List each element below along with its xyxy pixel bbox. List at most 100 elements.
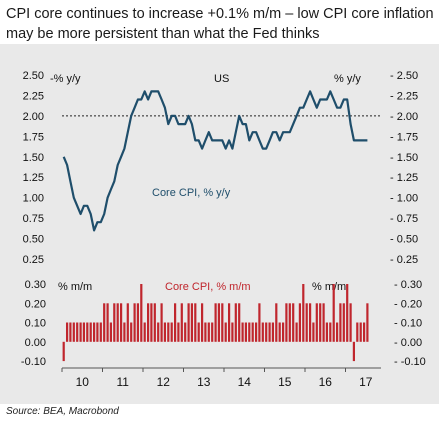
mm-bar — [116, 303, 119, 342]
mm-bar — [271, 322, 274, 342]
mm-bar — [319, 303, 322, 342]
bottom-right-tick-label: - 0.30 — [394, 279, 422, 291]
mm-bar — [187, 303, 190, 342]
top-right-tick-label: - 0.25 — [390, 254, 418, 266]
top-right-tick-label: - 2.00 — [390, 111, 418, 123]
mm-bar — [207, 322, 210, 342]
top-right-tick-label: - 0.75 — [390, 213, 418, 225]
top-left-tick-label: 1.00 — [23, 193, 44, 205]
mm-bar — [231, 322, 234, 342]
mm-bar — [322, 303, 325, 342]
mm-bar — [167, 322, 170, 342]
mm-bar — [69, 322, 72, 342]
x-tick-label: 16 — [319, 375, 333, 389]
mm-bar — [336, 322, 339, 342]
chart-background — [0, 44, 439, 404]
mm-bar — [342, 303, 345, 342]
mm-bar — [265, 322, 268, 342]
mm-bar — [157, 322, 160, 342]
mm-bar — [221, 303, 224, 342]
mm-bar — [89, 322, 92, 342]
mm-bar — [163, 322, 166, 342]
mm-bar — [352, 341, 355, 362]
mm-bar — [204, 322, 207, 342]
mm-bar — [153, 303, 156, 342]
mm-bar — [248, 322, 251, 342]
mm-bar — [295, 322, 298, 342]
bottom-right-tick-label: - 0.00 — [394, 337, 422, 349]
top-right-tick-label: - 1.00 — [390, 193, 418, 205]
bottom-left-unit-label: % m/m — [58, 281, 92, 293]
mm-bar — [133, 303, 136, 342]
mm-bar — [359, 322, 362, 342]
mm-bar — [184, 322, 187, 342]
chart-title: CPI core continues to increase +0.1% m/m… — [6, 6, 434, 42]
mm-bar — [298, 303, 301, 342]
x-tick-label: 14 — [238, 375, 252, 389]
bottom-left-tick-label: 0.20 — [25, 298, 46, 310]
mm-bar — [93, 322, 96, 342]
bottom-left-tick-label: 0.10 — [25, 318, 46, 330]
mm-bar — [251, 322, 254, 342]
mm-bar — [268, 322, 271, 342]
x-tick-label: 15 — [278, 375, 292, 389]
bottom-right-unit-label: % m/m — [312, 281, 346, 293]
top-left-tick-label: 2.00 — [23, 111, 44, 123]
top-left-tick-label: 1.25 — [23, 172, 44, 184]
mm-bar — [82, 322, 85, 342]
mm-bar — [329, 322, 332, 342]
mm-bar — [309, 303, 312, 342]
top-left-unit-label: -% y/y — [50, 73, 81, 85]
mm-bar — [147, 303, 150, 342]
mm-bar — [140, 284, 143, 342]
mm-bar — [197, 322, 200, 342]
mm-bar — [292, 303, 295, 342]
top-left-tick-label: 0.25 — [23, 254, 44, 266]
mm-bar — [126, 303, 129, 342]
mm-bar — [238, 303, 241, 342]
mm-bar — [136, 303, 139, 342]
mm-bar — [103, 303, 106, 342]
bar-series-label: Core CPI, % m/m — [165, 281, 251, 293]
mm-bar — [241, 322, 244, 342]
mm-bar — [366, 303, 369, 342]
bottom-right-tick-label: - 0.10 — [394, 318, 422, 330]
mm-bar — [349, 303, 352, 342]
mm-bar — [180, 303, 183, 342]
mm-bar — [160, 303, 163, 342]
mm-bar — [258, 303, 261, 342]
top-right-tick-label: - 0.50 — [390, 234, 418, 246]
top-right-tick-label: - 2.25 — [390, 90, 418, 102]
mm-bar — [339, 303, 342, 342]
mm-bar — [201, 303, 204, 342]
mm-bar — [190, 303, 193, 342]
bottom-right-tick-label: - 0.20 — [394, 298, 422, 310]
region-label: US — [214, 73, 229, 85]
mm-bar — [76, 322, 79, 342]
mm-bar — [214, 303, 217, 342]
mm-bar — [332, 284, 335, 342]
mm-bar — [177, 322, 180, 342]
mm-bar — [302, 284, 305, 342]
mm-bar — [325, 322, 328, 342]
mm-bar — [285, 303, 288, 342]
mm-bar — [113, 303, 116, 342]
core-cpi-yoy-line — [62, 90, 368, 232]
mm-bar — [315, 303, 318, 342]
bottom-left-tick-label: 0.30 — [25, 279, 46, 291]
bottom-right-tick-label: - -0.10 — [394, 356, 426, 368]
mm-bar — [261, 322, 264, 342]
mm-bar — [363, 322, 366, 342]
mm-bar — [255, 322, 258, 342]
top-right-tick-label: - 2.50 — [390, 70, 418, 82]
top-right-tick-label: - 1.50 — [390, 152, 418, 164]
mm-bar — [346, 284, 349, 342]
mm-bar — [96, 322, 99, 342]
x-tick-label: 12 — [157, 375, 171, 389]
mm-bar — [217, 303, 220, 342]
mm-bar — [224, 322, 227, 342]
top-left-tick-label: 0.50 — [23, 234, 44, 246]
bottom-left-tick-label: -0.10 — [21, 356, 46, 368]
line-series-label: Core CPI, % y/y — [152, 187, 231, 199]
mm-bar — [170, 322, 173, 342]
